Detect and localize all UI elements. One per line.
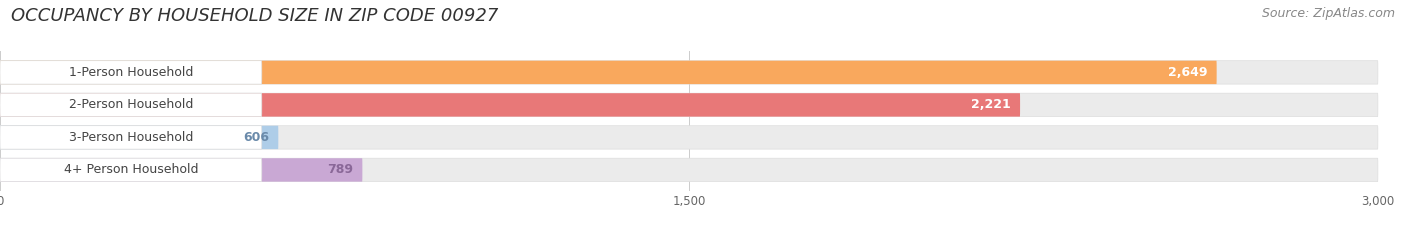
Text: 2-Person Household: 2-Person Household bbox=[69, 98, 193, 111]
FancyBboxPatch shape bbox=[0, 61, 262, 84]
FancyBboxPatch shape bbox=[0, 93, 262, 116]
Text: 2,221: 2,221 bbox=[972, 98, 1011, 111]
FancyBboxPatch shape bbox=[0, 158, 1378, 182]
FancyBboxPatch shape bbox=[0, 126, 1378, 149]
FancyBboxPatch shape bbox=[0, 126, 278, 149]
Text: 3-Person Household: 3-Person Household bbox=[69, 131, 193, 144]
FancyBboxPatch shape bbox=[0, 93, 1021, 116]
Text: Source: ZipAtlas.com: Source: ZipAtlas.com bbox=[1261, 7, 1395, 20]
FancyBboxPatch shape bbox=[0, 158, 262, 182]
FancyBboxPatch shape bbox=[0, 158, 363, 182]
FancyBboxPatch shape bbox=[0, 61, 1216, 84]
FancyBboxPatch shape bbox=[0, 126, 262, 149]
Text: 2,649: 2,649 bbox=[1168, 66, 1208, 79]
Text: 606: 606 bbox=[243, 131, 269, 144]
FancyBboxPatch shape bbox=[0, 93, 1378, 116]
Text: OCCUPANCY BY HOUSEHOLD SIZE IN ZIP CODE 00927: OCCUPANCY BY HOUSEHOLD SIZE IN ZIP CODE … bbox=[11, 7, 499, 25]
Text: 789: 789 bbox=[328, 163, 353, 176]
Text: 4+ Person Household: 4+ Person Household bbox=[63, 163, 198, 176]
Text: 1-Person Household: 1-Person Household bbox=[69, 66, 193, 79]
FancyBboxPatch shape bbox=[0, 61, 1378, 84]
